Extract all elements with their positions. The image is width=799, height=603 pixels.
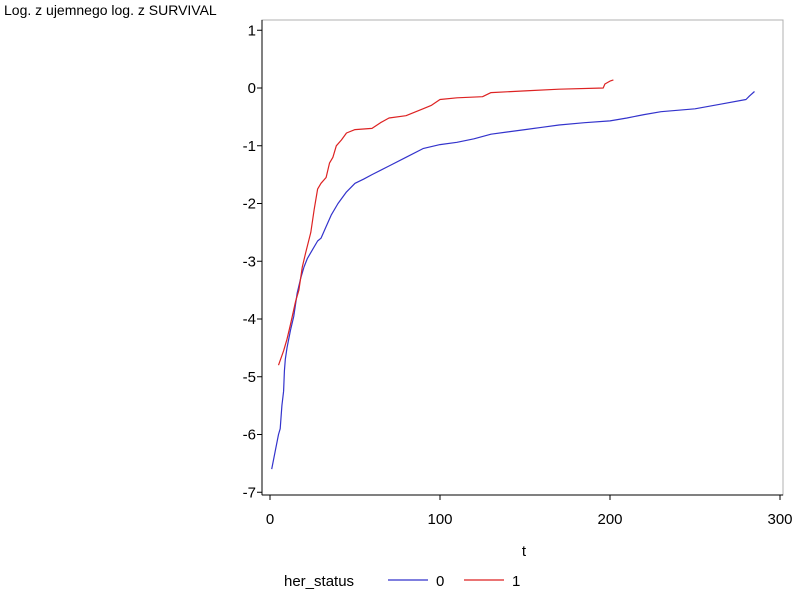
y-ticks: 1 0 -1 -2 -3 -4 -5 -6 -7 — [243, 22, 262, 501]
x-tick-label: 100 — [427, 511, 452, 528]
series-layer — [271, 79, 755, 470]
y-tick-label: -1 — [243, 138, 256, 155]
y-tick-label: 0 — [248, 80, 256, 97]
legend-label-1: 1 — [512, 573, 520, 590]
x-tick-label: 200 — [597, 511, 622, 528]
series-line-0 — [271, 91, 755, 470]
legend: her_status 0 1 — [284, 573, 520, 590]
y-tick-label: 1 — [248, 22, 256, 39]
y-tick-label: -6 — [243, 427, 256, 444]
legend-title: her_status — [284, 573, 354, 590]
y-tick-label: -5 — [243, 369, 256, 386]
series-line-1 — [277, 79, 614, 366]
x-axis-label: t — [522, 543, 527, 560]
x-tick-label: 300 — [767, 511, 792, 528]
x-ticks: 0 100 200 300 — [266, 495, 793, 528]
x-tick-label: 0 — [266, 511, 274, 528]
legend-label-0: 0 — [436, 573, 444, 590]
y-tick-label: -3 — [243, 253, 256, 270]
y-tick-label: -4 — [243, 311, 256, 328]
axes — [261, 19, 784, 496]
y-axis-label: Log. z ujemnego log. z SURVIVAL — [4, 2, 217, 18]
y-tick-label: -7 — [243, 484, 256, 501]
y-tick-label: -2 — [243, 196, 256, 213]
